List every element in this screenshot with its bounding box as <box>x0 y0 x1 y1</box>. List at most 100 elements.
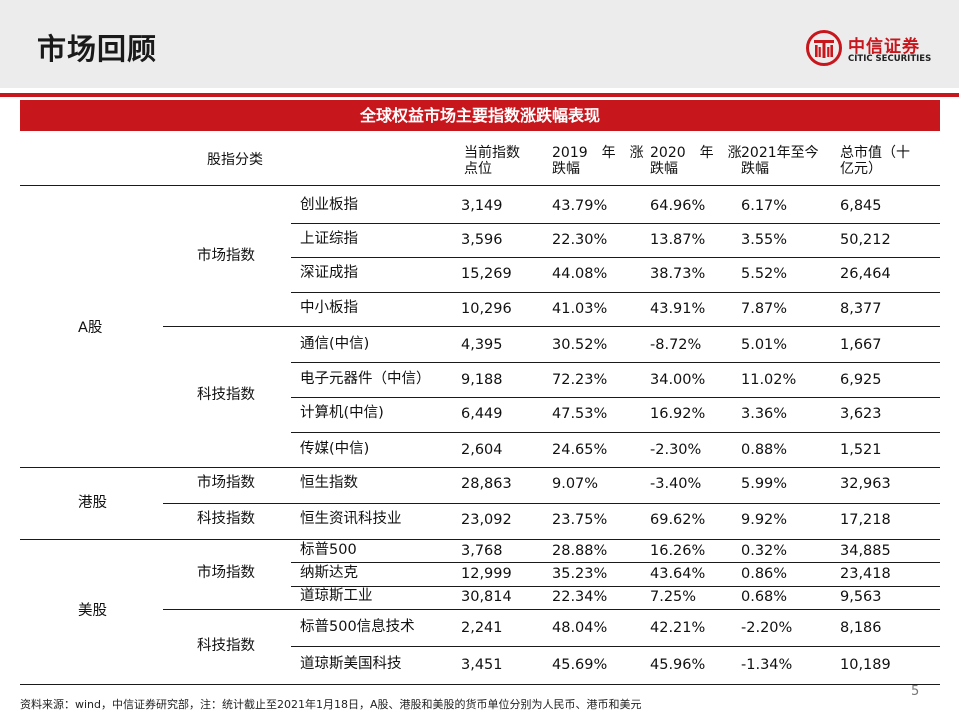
change-2019: 22.34% <box>552 589 608 605</box>
change-2020: -2.30% <box>650 442 702 458</box>
market-cap: 6,925 <box>840 372 882 388</box>
change-2020: 64.96% <box>650 198 706 214</box>
index-name: 恒生资讯科技业 <box>300 511 402 527</box>
change-2019: 23.75% <box>552 512 608 528</box>
index-point: 4,395 <box>461 337 503 353</box>
index-point: 2,241 <box>461 620 503 636</box>
index-name: 恒生指数 <box>300 475 358 491</box>
change-ytd: 0.88% <box>741 442 788 458</box>
citic-logo: 中信证券 CITIC SECURITIES <box>806 30 946 70</box>
index-name: 标普500信息技术 <box>300 619 415 635</box>
change-2020: 42.21% <box>650 620 706 636</box>
market-cap: 8,186 <box>840 620 882 636</box>
index-name: 上证综指 <box>300 231 358 247</box>
source-footnote: 资料来源：wind，中信证券研究部，注：统计截止至2021年1月18日，A股、港… <box>20 698 642 711</box>
market-divider-hk <box>20 467 940 468</box>
change-2020: 16.26% <box>650 543 706 559</box>
change-2019: 35.23% <box>552 566 608 582</box>
change-ytd: 3.55% <box>741 232 788 248</box>
header-band <box>0 0 959 88</box>
market-cap: 10,189 <box>840 657 891 673</box>
change-ytd: 3.36% <box>741 406 788 422</box>
market-cap: 6,845 <box>840 198 882 214</box>
market-cap: 3,623 <box>840 406 882 422</box>
index-name: 传媒(中信) <box>300 441 370 457</box>
change-ytd: 6.17% <box>741 198 788 214</box>
market-label-a: A股 <box>78 320 103 336</box>
page-title: 市场回顾 <box>37 32 158 66</box>
change-2019: 9.07% <box>552 476 599 492</box>
change-2019: 72.23% <box>552 372 608 388</box>
table-rule-bottom <box>20 684 940 685</box>
index-point: 15,269 <box>461 266 512 282</box>
citic-logo-icon <box>806 30 842 66</box>
group-divider-us <box>163 609 940 610</box>
index-name: 道琼斯美国科技 <box>300 656 402 672</box>
index-point: 12,999 <box>461 566 512 582</box>
change-2020: 7.25% <box>650 589 697 605</box>
change-2019: 44.08% <box>552 266 608 282</box>
row-divider-a-1 <box>291 257 940 258</box>
index-name: 通信(中信) <box>300 336 370 352</box>
market-cap: 9,563 <box>840 589 882 605</box>
market-cap: 50,212 <box>840 232 891 248</box>
header-c4-line2: 跌幅 <box>741 161 769 177</box>
header-rule-top <box>20 185 940 186</box>
change-ytd: -1.34% <box>741 657 793 673</box>
change-2019: 24.65% <box>552 442 608 458</box>
group-divider-hk <box>163 503 940 504</box>
index-point: 3,768 <box>461 543 503 559</box>
change-2019: 41.03% <box>552 301 608 317</box>
index-name: 纳斯达克 <box>300 565 358 581</box>
market-cap: 1,667 <box>840 337 882 353</box>
header-c2-line2: 跌幅 <box>552 161 580 177</box>
change-2019: 47.53% <box>552 406 608 422</box>
market-divider-us <box>20 539 940 540</box>
index-point: 2,604 <box>461 442 503 458</box>
change-2020: 16.92% <box>650 406 706 422</box>
row-divider-a-2 <box>291 292 940 293</box>
index-name: 创业板指 <box>300 197 358 213</box>
header-c5-line2: 亿元） <box>840 161 882 177</box>
market-label-hk: 港股 <box>78 495 107 511</box>
index-point: 6,449 <box>461 406 503 422</box>
header-c3-line2: 跌幅 <box>650 161 678 177</box>
group-label: 市场指数 <box>197 475 255 491</box>
change-2020: -8.72% <box>650 337 702 353</box>
row-divider-b-0 <box>291 362 940 363</box>
market-label-us: 美股 <box>78 603 107 619</box>
header-c2-line1: 2019 年 涨 <box>552 145 644 161</box>
group-label: 科技指数 <box>197 511 255 527</box>
change-ytd: 0.86% <box>741 566 788 582</box>
group-label: 科技指数 <box>197 638 255 654</box>
index-point: 10,296 <box>461 301 512 317</box>
change-2020: -3.40% <box>650 476 702 492</box>
change-2019: 43.79% <box>552 198 608 214</box>
header-c4-line1: 2021年至今 <box>741 145 819 161</box>
market-cap: 8,377 <box>840 301 882 317</box>
change-ytd: 9.92% <box>741 512 788 528</box>
table-caption: 全球权益市场主要指数涨跌幅表现 <box>20 100 940 131</box>
row-divider-d-0 <box>291 646 940 647</box>
change-2019: 22.30% <box>552 232 608 248</box>
logo-chinese-name: 中信证券 <box>848 37 920 57</box>
index-name: 道琼斯工业 <box>300 588 373 604</box>
change-2019: 48.04% <box>552 620 608 636</box>
group-label: 市场指数 <box>197 565 255 581</box>
logo-english-name: CITIC SECURITIES <box>848 54 932 64</box>
change-2020: 13.87% <box>650 232 706 248</box>
index-name: 标普500 <box>300 542 357 558</box>
index-point: 3,596 <box>461 232 503 248</box>
index-point: 3,149 <box>461 198 503 214</box>
group-divider-a <box>163 326 940 327</box>
row-divider-b-1 <box>291 397 940 398</box>
market-cap: 17,218 <box>840 512 891 528</box>
change-2020: 69.62% <box>650 512 706 528</box>
group-label: 市场指数 <box>197 248 255 264</box>
header-rule <box>0 93 959 97</box>
change-2019: 45.69% <box>552 657 608 673</box>
change-2020: 34.00% <box>650 372 706 388</box>
header-c1-line2: 点位 <box>464 161 492 177</box>
row-divider-c-0 <box>291 562 940 563</box>
change-2019: 30.52% <box>552 337 608 353</box>
